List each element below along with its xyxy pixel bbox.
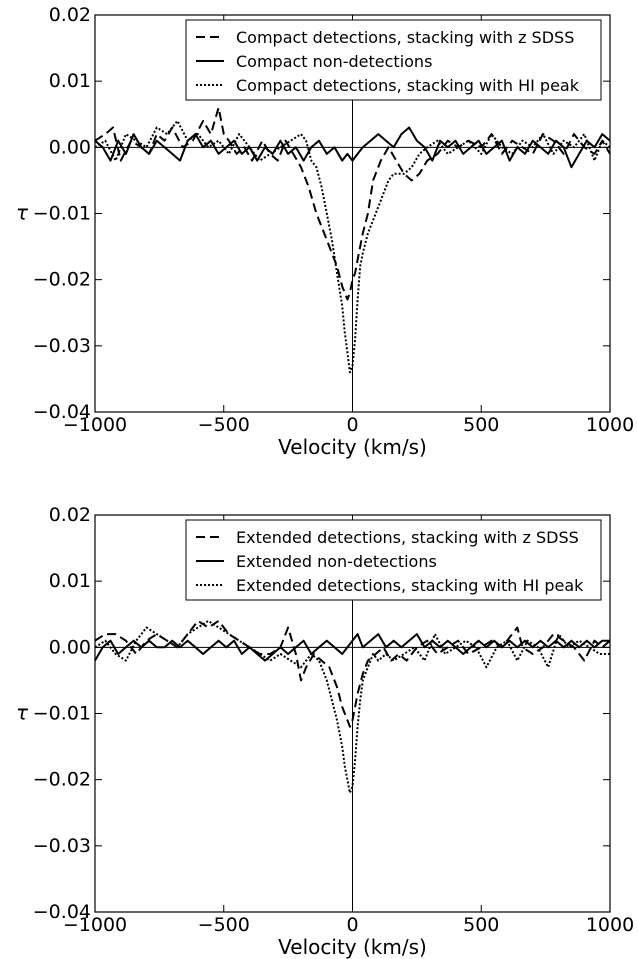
series-line-dotted — [94, 619, 610, 794]
x-tick-label: −500 — [198, 914, 250, 936]
x-tick-label: 1000 — [586, 914, 634, 936]
legend-box — [185, 519, 602, 601]
y-tick-label: 0.00 — [49, 136, 91, 158]
legend-entry: Compact non-detections — [236, 52, 432, 71]
chart-panel-2: −1000 −500 0 500 1000 0.02 0.01 0.00 −0.01 −0.02 −… — [16, 504, 634, 959]
y-tick-label: 0.00 — [49, 636, 91, 658]
legend-entry: Extended detections, stacking with HI pe… — [236, 576, 584, 595]
x-tick-label: −500 — [198, 414, 250, 436]
legend-entry: Compact detections, stacking with HI pea… — [236, 76, 580, 95]
y-tick-label: −0.04 — [33, 401, 91, 423]
y-tick-label: −0.01 — [33, 203, 91, 225]
y-axis-label: τ — [16, 701, 29, 725]
x-axis-label: Velocity (km/s) — [278, 935, 427, 959]
y-axis-label: τ — [16, 201, 29, 225]
legend-entry: Compact detections, stacking with z SDSS — [236, 28, 574, 47]
x-tick-label: 1000 — [586, 414, 634, 436]
x-tick-label: 0 — [346, 914, 358, 936]
y-tick-label: −0.03 — [33, 835, 91, 857]
legend-box — [185, 19, 602, 101]
x-tick-label: 500 — [463, 914, 499, 936]
series-line-dashed — [94, 619, 611, 728]
series-line-solid — [94, 126, 611, 169]
x-tick-label: −1000 — [63, 914, 127, 936]
x-tick-label: −1000 — [63, 414, 127, 436]
y-tick-label: 0.02 — [49, 504, 91, 526]
x-tick-label: 500 — [463, 414, 499, 436]
y-tick-label: −0.01 — [33, 703, 91, 725]
series-line-solid — [94, 633, 610, 662]
y-tick-label: −0.03 — [33, 335, 91, 357]
legend-entry: Extended detections, stacking with z SDS… — [236, 528, 579, 547]
x-axis-label: Velocity (km/s) — [278, 435, 427, 459]
series-line-dotted — [94, 119, 611, 374]
y-tick-label: 0.01 — [49, 70, 91, 92]
y-tick-label: 0.02 — [49, 4, 91, 26]
y-tick-label: −0.04 — [33, 901, 91, 923]
x-tick-label: 0 — [346, 414, 358, 436]
y-tick-label: 0.01 — [49, 570, 91, 592]
chart-panel-1: −1000 −500 0 500 1000 0.02 0.01 0.00 −0.01 −0.02 −… — [16, 4, 634, 459]
y-tick-label: −0.02 — [33, 769, 91, 791]
y-tick-label: −0.02 — [33, 269, 91, 291]
legend-entry: Extended non-detections — [236, 552, 437, 571]
